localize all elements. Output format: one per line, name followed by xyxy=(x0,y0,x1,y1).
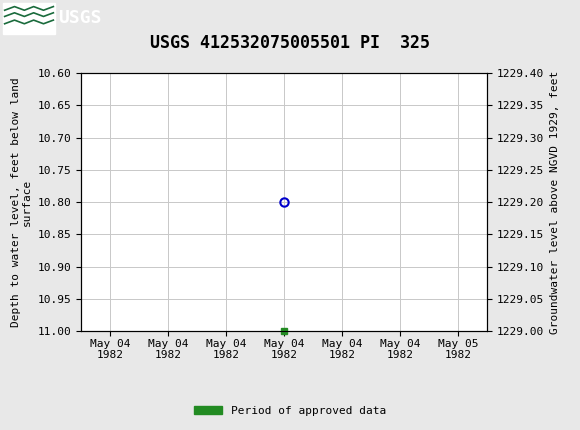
Legend: Period of approved data: Period of approved data xyxy=(190,401,390,420)
Text: USGS 412532075005501 PI  325: USGS 412532075005501 PI 325 xyxy=(150,34,430,52)
Y-axis label: Groundwater level above NGVD 1929, feet: Groundwater level above NGVD 1929, feet xyxy=(550,71,560,334)
Y-axis label: Depth to water level, feet below land
surface: Depth to water level, feet below land su… xyxy=(10,77,32,327)
Text: USGS: USGS xyxy=(58,9,102,27)
FancyBboxPatch shape xyxy=(3,3,55,34)
